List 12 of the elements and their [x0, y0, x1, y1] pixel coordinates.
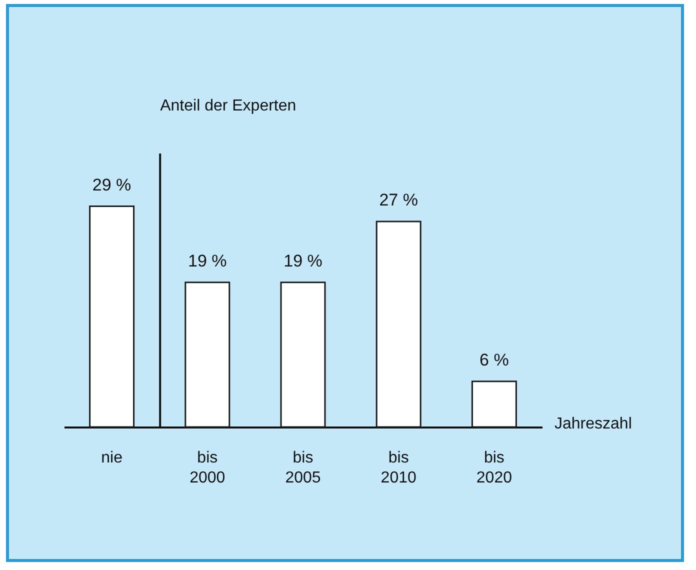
- x-tick-label: nie: [101, 450, 123, 466]
- data-label: 19 %: [188, 251, 227, 270]
- data-label: 29 %: [92, 175, 132, 194]
- x-tick-label: bis 2005: [285, 450, 321, 486]
- data-label: 6 %: [480, 350, 509, 370]
- data-label: 19 %: [284, 251, 322, 270]
- data-label: 27 %: [379, 190, 418, 210]
- x-axis-title: Jahreszahl: [554, 416, 632, 432]
- y-axis-title: Anteil der Experten: [160, 98, 296, 114]
- x-tick-label: bis 2010: [380, 450, 416, 486]
- x-tick-label: bis 2000: [190, 450, 226, 486]
- x-tick-label: bis 2020: [476, 450, 512, 486]
